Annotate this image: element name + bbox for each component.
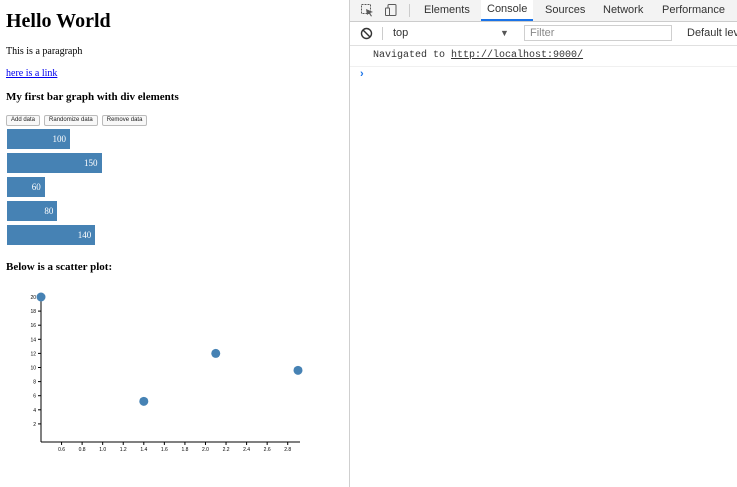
tab-performance[interactable]: Performance xyxy=(662,4,725,16)
bar-0: 100 xyxy=(7,129,70,149)
device-toolbar-icon[interactable] xyxy=(384,3,398,17)
log-message: Navigated to http://localhost:9000/ xyxy=(373,50,583,61)
log-prefix: Navigated to xyxy=(373,50,452,61)
devtools-toolbar: Elements Console Sources Network Perform… xyxy=(350,0,737,22)
page-viewport: Hello World This is a paragraph here is … xyxy=(0,0,349,487)
example-link[interactable]: here is a link xyxy=(6,68,58,79)
x-tick-label: 1.8 xyxy=(181,447,188,453)
bar-graph: 100 150 60 80 140 xyxy=(7,129,102,249)
y-tick-label: 8 xyxy=(33,380,36,386)
add-data-button[interactable]: Add data xyxy=(6,115,41,126)
bar-2: 60 xyxy=(7,177,45,197)
clear-console-icon[interactable] xyxy=(360,27,373,40)
bar-graph-heading: My first bar graph with div elements xyxy=(6,91,179,103)
log-levels-dropdown[interactable]: Default lev xyxy=(687,27,737,39)
tab-console[interactable]: Console xyxy=(481,0,534,21)
x-tick-label: 2.2 xyxy=(223,447,230,453)
inspect-element-icon[interactable] xyxy=(360,3,374,17)
filter-input[interactable] xyxy=(524,25,672,41)
y-tick-label: 20 xyxy=(30,295,36,301)
scatter-point xyxy=(293,365,303,375)
x-tick-label: 1.2 xyxy=(120,447,127,453)
log-divider xyxy=(350,66,737,67)
x-tick-label: 1.4 xyxy=(140,447,147,453)
x-tick-label: 2.0 xyxy=(202,447,209,453)
tab-elements[interactable]: Elements xyxy=(424,4,470,16)
context-selector[interactable]: top ▼ xyxy=(387,25,517,42)
console-toolbar-separator xyxy=(382,27,383,40)
y-tick-label: 16 xyxy=(30,323,36,329)
page-heading: Hello World xyxy=(6,10,111,32)
scatter-plot: 2 4 6 8 10 12 14 16 18 20 0.6 0.8 1.0 1.2 1.4 1.6 1.8 2.0… xyxy=(30,292,303,453)
remove-data-button[interactable]: Remove data xyxy=(101,115,148,126)
y-tick-label: 6 xyxy=(33,394,36,400)
paragraph: This is a paragraph xyxy=(6,46,83,57)
x-tick-label: 2.4 xyxy=(243,447,250,453)
scatter-point xyxy=(139,396,149,406)
console-output: Navigated to http://localhost:9000/ › xyxy=(350,46,737,487)
x-tick-label: 1.0 xyxy=(99,447,106,453)
scatter-heading: Below is a scatter plot: xyxy=(6,261,113,273)
x-tick-label: 2.8 xyxy=(284,447,291,453)
y-tick-label: 2 xyxy=(33,422,36,428)
bar-4: 140 xyxy=(7,225,96,245)
log-url-link[interactable]: http://localhost:9000/ xyxy=(451,50,584,61)
bar-1: 150 xyxy=(7,153,102,173)
y-tick-label: 14 xyxy=(30,337,36,343)
randomize-data-button[interactable]: Randomize data xyxy=(44,115,98,126)
x-tick-label: 0.8 xyxy=(79,447,86,453)
tab-sources[interactable]: Sources xyxy=(545,4,586,16)
y-tick-label: 12 xyxy=(30,351,36,357)
y-tick-label: 4 xyxy=(33,408,36,414)
toolbar-separator xyxy=(409,4,410,17)
x-tick-label: 2.6 xyxy=(264,447,271,453)
scatter-point xyxy=(211,348,221,358)
console-toolbar: top ▼ Default lev xyxy=(350,22,737,46)
x-tick-label: 1.6 xyxy=(161,447,168,453)
console-prompt-icon[interactable]: › xyxy=(360,68,364,80)
context-label: top xyxy=(393,27,409,39)
dropdown-arrow-icon: ▼ xyxy=(500,28,509,38)
tab-network[interactable]: Network xyxy=(603,4,644,16)
scatter-point xyxy=(36,292,46,302)
bar-3: 80 xyxy=(7,201,58,221)
y-tick-label: 10 xyxy=(30,366,36,372)
devtools-panel: Elements Console Sources Network Perform… xyxy=(349,0,737,487)
y-tick-label: 18 xyxy=(30,309,36,315)
x-tick-label: 0.6 xyxy=(58,447,65,453)
bar-controls: Add data Randomize data Remove data xyxy=(6,115,148,126)
